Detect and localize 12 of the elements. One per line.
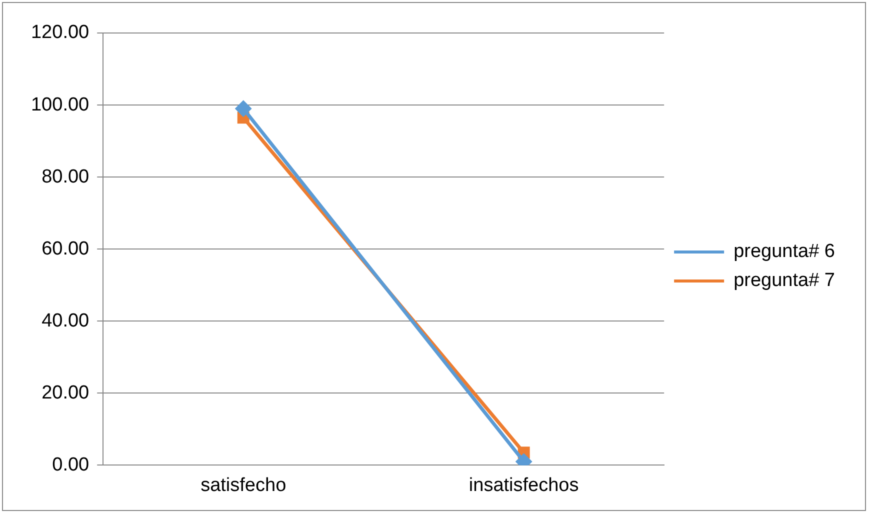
y-tick-label: 60.00 [42, 238, 90, 260]
legend-label: pregunta# 7 [734, 270, 835, 292]
x-tick-label: satisfecho [200, 474, 286, 496]
y-tick-label: 0.00 [52, 454, 90, 476]
x-tick-label: insatisfechos [468, 474, 579, 496]
legend-label: pregunta# 6 [734, 241, 835, 262]
y-tick-label: 120.00 [30, 22, 90, 44]
y-tick-label: 100.00 [30, 94, 90, 116]
point [236, 100, 252, 116]
y-tick-label: 80.00 [42, 166, 90, 188]
y-tick-label: 20.00 [42, 382, 90, 404]
y-tick-label: 40.00 [42, 310, 90, 332]
